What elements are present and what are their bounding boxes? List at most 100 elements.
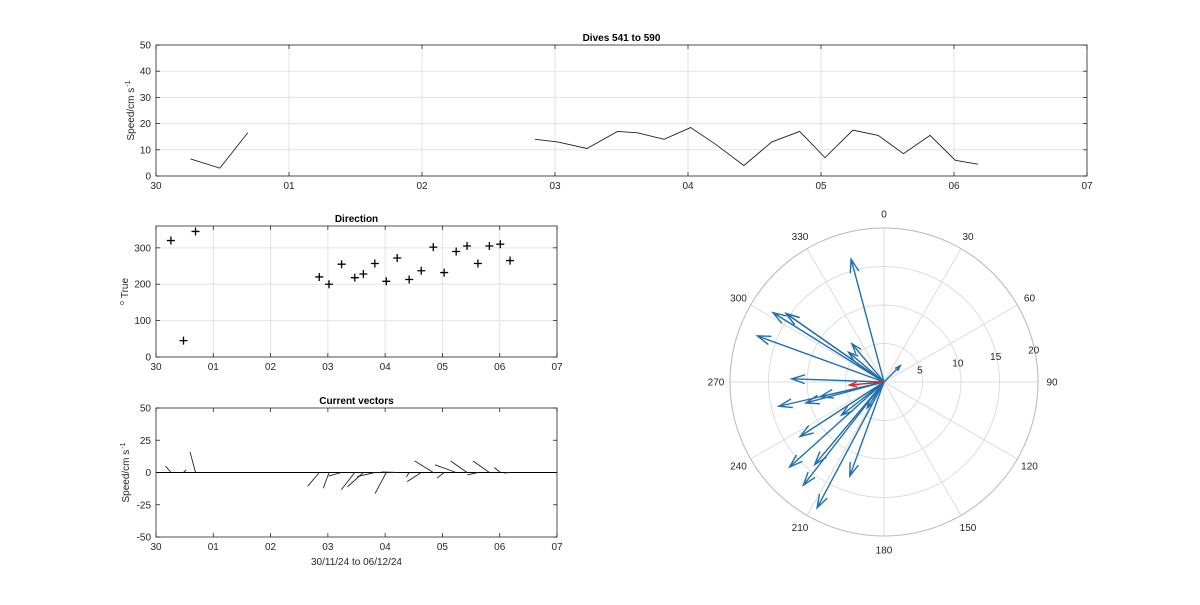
compass-spoke (883, 381, 962, 516)
direction-ylabel-prefix: o (119, 301, 126, 305)
compass-spoke (750, 304, 885, 383)
direction-plot-area (156, 226, 557, 357)
compass-arrow (848, 351, 885, 383)
compass-arrow (841, 381, 885, 416)
vectors-xtick-label: 02 (265, 542, 277, 553)
speed-ytick-label: 30 (140, 93, 152, 104)
speed-xtick-label: 02 (416, 181, 428, 192)
compass-arrow (851, 343, 885, 383)
direction-ytick-label: 300 (134, 243, 151, 254)
vectors-ytick-label: -50 (137, 533, 152, 544)
compass-arrowhead (849, 462, 859, 479)
direction-point (191, 227, 200, 236)
vectors-panel: Speed/cm s -1 (120, 407, 558, 538)
direction-xtick-label: 03 (322, 362, 334, 373)
compass-arrowhead (789, 374, 806, 385)
compass-radius-label: 20 (1028, 345, 1040, 356)
speed-panel: Speed/cm s -1 (125, 44, 1088, 177)
vector-stick (494, 467, 501, 473)
compass-arrowhead (866, 401, 873, 410)
vectors-ytick-label: 50 (140, 404, 152, 415)
compass-arrow (850, 259, 885, 383)
direction-xtick-label: 30 (150, 362, 162, 373)
vector-stick (467, 472, 479, 476)
vectors-ytick-label: 0 (145, 468, 151, 479)
compass-angle-label: 300 (730, 294, 747, 305)
compass-panel (729, 227, 1039, 537)
vector-stick (347, 472, 364, 488)
compass-angle-label: 0 (881, 210, 887, 221)
direction-xtick-label: 07 (551, 362, 563, 373)
compass-angle-label: 330 (792, 232, 809, 243)
direction-point (429, 243, 438, 252)
compass-spoke (883, 304, 1018, 383)
compass-arrow (791, 378, 885, 383)
speed-xtick-label: 01 (283, 181, 295, 192)
compass-angle-label: 180 (876, 546, 893, 557)
vectors-ylabel-sup: -1 (120, 442, 127, 448)
vector-stick (357, 472, 375, 478)
vectors-xtick-label: 05 (437, 542, 449, 553)
speed-xtick-label: 30 (150, 181, 162, 192)
vector-stick (434, 464, 457, 473)
compass-arrow (789, 381, 885, 468)
compass-arrowhead (846, 350, 859, 362)
compass-arrow (866, 381, 885, 409)
direction-point (315, 272, 324, 281)
compass-spoke (806, 248, 885, 383)
compass-radius-label: 15 (990, 352, 1002, 363)
direction-point (496, 240, 505, 249)
compass-angle-label: 240 (730, 462, 747, 473)
vector-stick (436, 472, 445, 479)
direction-point (382, 277, 391, 286)
speed-series-line (534, 127, 979, 167)
compass-arrowhead (798, 425, 814, 438)
vector-stick (450, 460, 468, 473)
speed-axes-box (155, 44, 1088, 177)
direction-point (473, 259, 482, 268)
vectors-xtick-label: 06 (494, 542, 506, 553)
vector-stick (504, 472, 511, 474)
direction-point (359, 270, 368, 279)
direction-point (370, 259, 379, 268)
compass-arrowhead (784, 312, 800, 326)
vectors-xtick-label: 03 (322, 542, 334, 553)
direction-panel: o True (119, 225, 558, 358)
compass-arrow (772, 312, 885, 383)
compass-arrow (757, 335, 885, 383)
compass-spoke (883, 381, 1018, 460)
compass-radius-label: 10 (952, 359, 964, 370)
vector-stick (165, 465, 172, 473)
speed-xtick-label: 03 (549, 181, 561, 192)
speed-xtick-label: 04 (682, 181, 694, 192)
direction-xtick-label: 06 (494, 362, 506, 373)
compass-arrowhead (839, 404, 853, 417)
compass-arrowhead (787, 454, 803, 469)
speed-ytick-label: 40 (140, 67, 152, 78)
compass-arrow (849, 381, 885, 477)
speed-ylabel: Speed/cm s -1 (125, 80, 137, 140)
vectors-xtick-label: 01 (208, 542, 220, 553)
speed-xtick-label: 05 (815, 181, 827, 192)
compass-spoke (883, 248, 962, 383)
compass-arrow (820, 381, 885, 398)
compass-arrowhead (847, 381, 858, 388)
direction-point (350, 273, 359, 282)
direction-point (337, 260, 346, 269)
vector-stick (189, 451, 196, 473)
direction-xtick-label: 02 (265, 362, 277, 373)
speed-ytick-label: 20 (140, 119, 152, 130)
compass-arrowhead (755, 335, 772, 346)
vector-stick (381, 471, 398, 473)
compass-angle-label: 210 (792, 523, 809, 534)
direction-ytick-label: 0 (145, 353, 151, 364)
compass-outer-ring (729, 227, 1039, 537)
compass-angle-label: 30 (962, 232, 974, 243)
vectors-xtick-label: 04 (380, 542, 392, 553)
compass-arrowhead (850, 341, 862, 355)
direction-xtick-label: 05 (437, 362, 449, 373)
vectors-title: Current vectors (319, 396, 394, 407)
vector-stick (406, 472, 410, 478)
vectors-ylabel: Speed/cm s -1 (120, 442, 132, 502)
direction-point (452, 247, 461, 256)
